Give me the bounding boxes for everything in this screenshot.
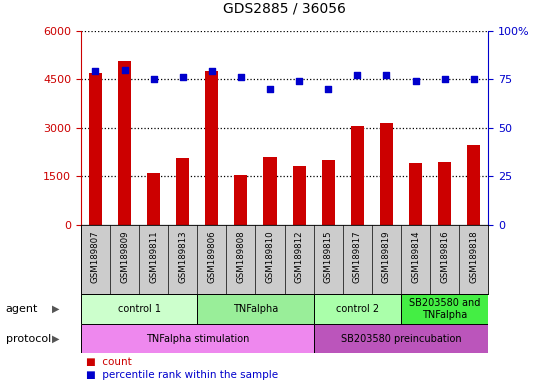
Text: GSM189818: GSM189818 — [469, 230, 478, 283]
Point — [353, 72, 362, 78]
Text: GSM189816: GSM189816 — [440, 230, 449, 283]
Bar — [205, 71, 218, 225]
Point — [295, 78, 304, 84]
Text: ■  percentile rank within the sample: ■ percentile rank within the sample — [86, 371, 278, 381]
Bar — [198, 294, 314, 324]
Bar — [263, 157, 277, 225]
Bar — [292, 167, 306, 225]
Bar — [467, 146, 480, 225]
Point — [237, 74, 246, 80]
Bar — [314, 324, 488, 353]
Text: GSM189806: GSM189806 — [208, 230, 217, 283]
Point — [411, 78, 420, 84]
Bar — [176, 158, 189, 225]
Bar — [438, 162, 451, 225]
Text: control 1: control 1 — [118, 304, 161, 314]
Point — [266, 86, 275, 92]
Text: GDS2885 / 36056: GDS2885 / 36056 — [223, 2, 346, 15]
Point — [324, 86, 333, 92]
Bar — [401, 294, 488, 324]
Bar — [409, 163, 422, 225]
Point — [149, 76, 158, 82]
Bar — [81, 294, 198, 324]
Text: TNFalpha: TNFalpha — [233, 304, 278, 314]
Bar — [314, 294, 401, 324]
Text: GSM189815: GSM189815 — [324, 230, 333, 283]
Text: TNFalpha stimulation: TNFalpha stimulation — [146, 334, 249, 344]
Text: GSM189811: GSM189811 — [149, 230, 158, 283]
Text: protocol: protocol — [6, 334, 51, 344]
Point — [120, 66, 129, 73]
Point — [440, 76, 449, 82]
Text: SB203580 and
TNFalpha: SB203580 and TNFalpha — [409, 298, 480, 320]
Text: GSM189813: GSM189813 — [178, 230, 187, 283]
Text: agent: agent — [6, 304, 38, 314]
Bar — [351, 126, 364, 225]
Bar — [118, 61, 131, 225]
Bar — [147, 173, 160, 225]
Bar — [234, 175, 248, 225]
Point — [91, 68, 100, 74]
Text: ■  count: ■ count — [86, 357, 132, 367]
Text: control 2: control 2 — [336, 304, 379, 314]
Text: GSM189809: GSM189809 — [120, 230, 129, 283]
Text: GSM189814: GSM189814 — [411, 230, 420, 283]
Text: GSM189812: GSM189812 — [295, 230, 304, 283]
Text: GSM189819: GSM189819 — [382, 230, 391, 283]
Text: GSM189817: GSM189817 — [353, 230, 362, 283]
Point — [469, 76, 478, 82]
Bar — [89, 73, 102, 225]
Text: GSM189808: GSM189808 — [237, 230, 246, 283]
Point — [382, 72, 391, 78]
Text: SB203580 preincubation: SB203580 preincubation — [340, 334, 461, 344]
Text: ▶: ▶ — [52, 334, 60, 344]
Point — [208, 68, 217, 74]
Bar — [380, 123, 393, 225]
Text: GSM189810: GSM189810 — [266, 230, 275, 283]
Text: ▶: ▶ — [52, 304, 60, 314]
Point — [179, 74, 187, 80]
Bar — [321, 160, 335, 225]
Text: GSM189807: GSM189807 — [91, 230, 100, 283]
Bar — [81, 324, 314, 353]
